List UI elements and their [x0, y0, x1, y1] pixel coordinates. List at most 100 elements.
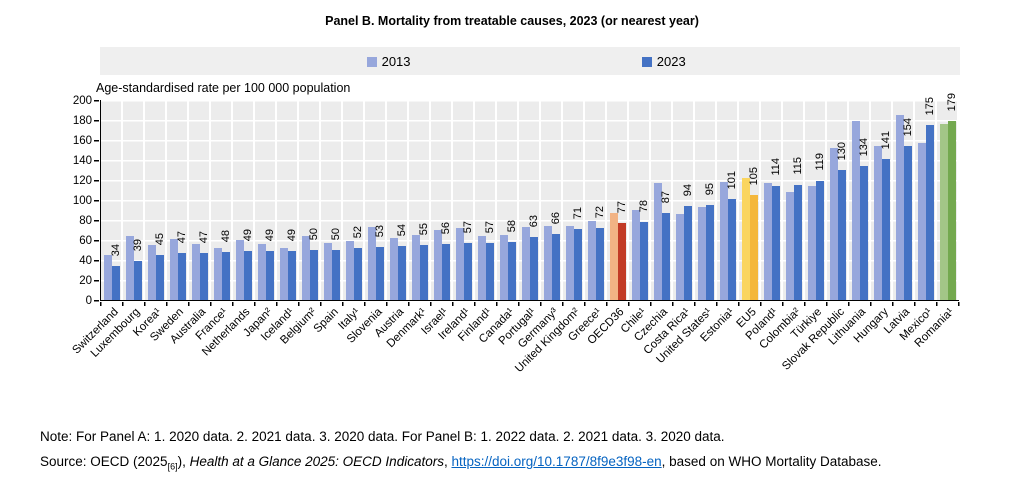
bar-group: 45 Korea¹ [132, 99, 167, 339]
bar-group: 34 Switzerland [70, 99, 123, 357]
value-label: 48 [220, 229, 232, 242]
bar-2023 [288, 251, 296, 300]
bar-2023 [706, 205, 714, 300]
bar-2013 [346, 241, 354, 300]
bar-group: 101 Estonia¹ [698, 99, 739, 345]
bar-2013 [192, 244, 200, 300]
bar-2023 [332, 250, 340, 300]
bar-2013 [126, 236, 134, 300]
bar-2023 [354, 248, 362, 300]
bar-2013 [544, 226, 552, 300]
bar-2023 [266, 251, 274, 300]
value-label: 49 [286, 228, 298, 241]
bar-group: 49 Iceland¹ [259, 99, 299, 344]
bar-2023 [398, 246, 406, 300]
bar-group: 134 Lithuania [827, 99, 871, 347]
bar-2013 [456, 228, 464, 300]
bar-2013 [830, 148, 838, 300]
value-label: 115 [792, 157, 804, 175]
value-label: 78 [638, 199, 650, 212]
y-tick-label: 80 [79, 214, 92, 227]
bar-group: 72 Greece¹ [567, 99, 607, 344]
source-separator: , [443, 454, 452, 469]
bar-2023 [178, 253, 186, 300]
bar-group: 105 EU5 [734, 99, 761, 331]
bar-2023 [640, 222, 648, 300]
bar-group: 58 Canada¹ [477, 99, 519, 346]
y-tick-label: 100 [72, 194, 92, 207]
source-doi-link[interactable]: https://doi.org/10.1787/8f9e3f98-en [451, 454, 662, 469]
value-label: 119 [814, 153, 826, 171]
bar-2023 [508, 242, 516, 300]
bar-group: 179 Romania¹ [913, 93, 959, 350]
value-label: 53 [374, 224, 386, 237]
bar-2013 [874, 146, 882, 300]
bar-2013 [258, 244, 266, 300]
bar-2013 [214, 248, 222, 300]
bar-2023 [794, 185, 802, 300]
bar-2013 [852, 121, 860, 300]
y-tick-label: 60 [79, 234, 92, 247]
value-label: 57 [484, 220, 496, 233]
bar-2023 [156, 255, 164, 300]
bar-2013 [434, 230, 442, 300]
bar-group: 66 Germany³ [516, 99, 563, 351]
bar-group: 115 Colombia² [757, 99, 805, 351]
bar-group: 49 Japan² [241, 99, 277, 340]
note-text: Note: For Panel A: 1. 2020 data. 2. 2021… [40, 429, 725, 444]
bar-2013 [786, 192, 794, 300]
value-label: 49 [264, 228, 276, 241]
bar-2023 [596, 228, 604, 300]
bar-group: 71 United Kingdom² [513, 99, 585, 375]
y-axis-caption: Age-standardised rate per 100 000 popula… [96, 81, 351, 95]
value-label: 101 [726, 170, 738, 189]
value-label: 71 [572, 206, 584, 219]
bar-2023 [662, 213, 670, 300]
source-publication-title: Health at a Glance 2025: OECD Indicators [189, 454, 444, 469]
y-axis-tick-labels: 0 20 40 60 80 100 120 140 160 180 200 [52, 95, 92, 307]
bar-2013 [676, 214, 684, 300]
bar-2013 [808, 186, 816, 300]
value-label: 175 [924, 96, 936, 115]
bar-2013 [588, 221, 596, 300]
y-axis-ticks [94, 100, 99, 302]
value-label: 54 [396, 223, 408, 236]
bar-2013 [478, 236, 486, 300]
bar-2013 [302, 236, 310, 300]
legend-swatch-2013 [366, 56, 377, 67]
bar-group: 57 Finland¹ [457, 99, 497, 344]
value-label: 58 [506, 219, 518, 232]
bar-2023 [376, 247, 384, 300]
bar-2023 [838, 170, 846, 300]
value-label: 87 [660, 190, 672, 203]
value-label: 94 [682, 183, 694, 196]
legend-swatch-2023 [641, 56, 652, 67]
value-label: 34 [110, 243, 122, 256]
bar-2013 [698, 207, 706, 300]
bar-2013 [764, 183, 772, 300]
value-label: 49 [242, 228, 254, 241]
bar-2013 [280, 248, 288, 300]
legend-label-2023: 2023 [656, 54, 686, 69]
value-label: 50 [330, 227, 342, 240]
value-label: 56 [440, 221, 452, 234]
bar-2023 [684, 206, 692, 300]
value-label: 52 [352, 225, 364, 238]
source-text: Source: OECD (2025[6]), Health at a Glan… [40, 454, 882, 472]
value-label: 47 [176, 230, 188, 243]
y-tick-label: 20 [79, 274, 92, 287]
value-label: 47 [198, 230, 210, 243]
bar-2023 [904, 146, 912, 300]
bar-2013 [940, 124, 948, 300]
source-after-ref: ), [177, 454, 190, 469]
bar-2023 [464, 243, 472, 300]
plot: 34 Switzerland 39 Luxembourg 45 Korea¹ 47 Swede… [70, 93, 959, 375]
bar-2023 [200, 253, 208, 300]
y-tick-label: 160 [72, 134, 92, 147]
chart-title: Panel B. Mortality from treatable causes… [325, 14, 699, 28]
bar-2023 [552, 234, 560, 300]
bar-group: 57 Ireland¹ [436, 99, 475, 342]
bar-2013 [500, 235, 508, 300]
x-axis-ticks [100, 302, 960, 306]
bar-2013 [170, 239, 178, 300]
